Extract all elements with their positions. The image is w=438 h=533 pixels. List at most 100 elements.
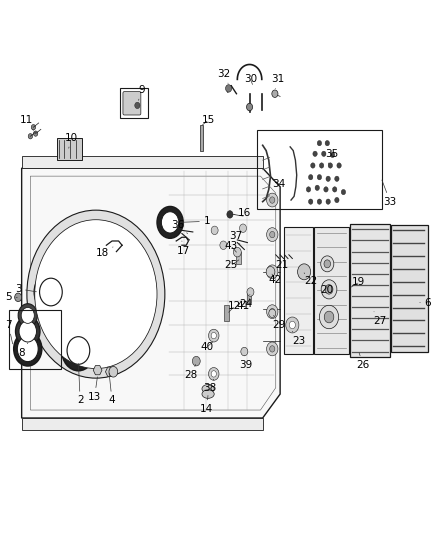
Text: 37: 37 — [229, 231, 242, 244]
Circle shape — [241, 348, 248, 356]
Circle shape — [267, 193, 278, 207]
Text: 23: 23 — [292, 332, 305, 346]
Text: 38: 38 — [203, 379, 216, 393]
Text: 17: 17 — [177, 241, 190, 255]
Text: 19: 19 — [351, 278, 365, 287]
Ellipse shape — [202, 384, 214, 393]
Circle shape — [321, 256, 334, 272]
Circle shape — [324, 187, 328, 192]
Circle shape — [92, 222, 100, 233]
Circle shape — [92, 356, 100, 366]
Circle shape — [247, 103, 253, 111]
Circle shape — [227, 211, 233, 218]
Text: 30: 30 — [244, 75, 257, 84]
Circle shape — [313, 151, 317, 157]
Bar — [350, 224, 390, 357]
Circle shape — [161, 212, 179, 233]
Circle shape — [211, 333, 216, 339]
Circle shape — [321, 151, 326, 157]
Circle shape — [14, 332, 42, 366]
Text: 24: 24 — [240, 294, 253, 309]
FancyBboxPatch shape — [123, 92, 141, 115]
Circle shape — [324, 260, 331, 268]
Text: 35: 35 — [325, 149, 338, 164]
Circle shape — [324, 311, 334, 323]
Circle shape — [308, 174, 313, 180]
Text: 4: 4 — [109, 373, 115, 406]
Text: 41: 41 — [237, 298, 250, 311]
Bar — [57, 138, 82, 160]
Text: 6: 6 — [420, 297, 431, 308]
Circle shape — [87, 284, 105, 305]
Circle shape — [266, 266, 275, 277]
Circle shape — [267, 228, 278, 241]
Circle shape — [208, 329, 219, 342]
Polygon shape — [21, 168, 280, 418]
Circle shape — [211, 226, 218, 235]
Circle shape — [270, 309, 275, 315]
Bar — [21, 157, 263, 168]
Text: 34: 34 — [272, 179, 286, 189]
Circle shape — [15, 317, 40, 346]
Circle shape — [53, 242, 62, 253]
Circle shape — [157, 206, 183, 238]
Text: 22: 22 — [304, 273, 317, 286]
Circle shape — [31, 125, 35, 130]
Text: 2: 2 — [77, 364, 84, 406]
Bar — [21, 418, 263, 430]
Text: 11: 11 — [20, 115, 34, 131]
Circle shape — [135, 102, 140, 109]
Circle shape — [220, 241, 227, 249]
Circle shape — [326, 176, 330, 181]
Text: 36: 36 — [171, 220, 187, 233]
Circle shape — [34, 272, 67, 312]
Text: 26: 26 — [357, 353, 370, 370]
Bar — [284, 227, 313, 354]
Circle shape — [211, 370, 216, 377]
Text: 31: 31 — [271, 75, 285, 88]
Circle shape — [325, 285, 333, 294]
Circle shape — [270, 269, 275, 275]
Bar — [247, 292, 251, 303]
Bar — [314, 227, 349, 354]
Text: 1: 1 — [180, 216, 210, 227]
Text: 14: 14 — [200, 395, 213, 414]
Circle shape — [130, 336, 139, 346]
Circle shape — [33, 131, 38, 136]
Circle shape — [62, 330, 95, 370]
Text: 28: 28 — [184, 365, 197, 381]
Text: 33: 33 — [382, 180, 397, 207]
Bar — [391, 225, 427, 352]
Circle shape — [325, 141, 329, 146]
Circle shape — [19, 321, 36, 342]
Circle shape — [272, 90, 278, 98]
Text: 9: 9 — [138, 85, 145, 100]
Text: 40: 40 — [200, 342, 213, 352]
Text: 29: 29 — [272, 316, 286, 330]
Circle shape — [297, 264, 311, 280]
Circle shape — [317, 199, 321, 204]
Text: 3: 3 — [15, 284, 36, 294]
Text: 15: 15 — [201, 115, 215, 125]
Circle shape — [146, 289, 155, 300]
Circle shape — [286, 317, 299, 333]
Text: 21: 21 — [276, 257, 289, 270]
Bar — [120, 88, 148, 118]
Polygon shape — [106, 367, 114, 376]
Circle shape — [37, 289, 46, 300]
Circle shape — [335, 197, 339, 203]
Text: 32: 32 — [218, 69, 231, 83]
Circle shape — [17, 336, 38, 362]
Circle shape — [330, 152, 335, 158]
Text: 42: 42 — [268, 274, 282, 285]
Circle shape — [48, 236, 144, 353]
Text: 16: 16 — [234, 208, 251, 219]
Circle shape — [326, 199, 330, 204]
Circle shape — [269, 309, 276, 318]
Circle shape — [192, 357, 200, 366]
Circle shape — [27, 210, 165, 378]
Ellipse shape — [202, 390, 214, 398]
Text: 5: 5 — [5, 292, 17, 302]
Circle shape — [337, 163, 341, 168]
Circle shape — [67, 337, 90, 365]
